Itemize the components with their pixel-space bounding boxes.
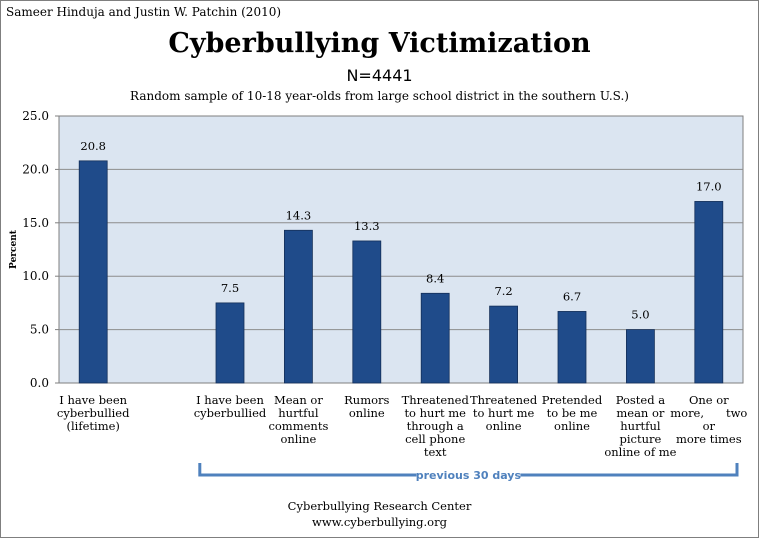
bar	[215, 302, 245, 384]
category-label: I have been	[196, 393, 264, 407]
category-label: hurtful	[620, 419, 661, 433]
bar	[420, 292, 450, 384]
category-label: online of me	[604, 445, 676, 459]
y-axis-label: Percent	[9, 229, 19, 269]
y-tick-label: 0.0	[30, 376, 49, 390]
category-label: more times	[676, 432, 742, 446]
bar	[283, 229, 313, 384]
category-label: Pretended	[542, 393, 603, 407]
value-label: 7.2	[494, 284, 512, 298]
y-tick-label: 15.0	[22, 216, 49, 230]
category-label: online	[554, 419, 590, 433]
bar	[626, 329, 655, 384]
category-label: cyberbullied	[57, 406, 130, 420]
value-label: 20.8	[80, 139, 106, 153]
category-label: Rumors	[344, 393, 389, 407]
category-label: through a	[407, 419, 464, 433]
category-label: Posted a	[616, 393, 666, 407]
bar	[352, 240, 382, 384]
category-label: (lifetime)	[66, 419, 119, 433]
category-label: Threatened	[470, 393, 538, 407]
y-tick-label: 10.0	[22, 269, 49, 283]
category-label: online	[486, 419, 522, 433]
category-label: picture	[619, 432, 661, 446]
y-tick-label: 25.0	[22, 109, 49, 123]
y-tick-label: 20.0	[22, 162, 49, 176]
bar	[557, 311, 587, 384]
bar	[694, 201, 724, 384]
category-label: to hurt me	[473, 406, 535, 420]
value-label: 7.5	[221, 281, 239, 295]
footer-org: Cyberbullying Research Center	[287, 499, 472, 513]
footer-url: www.cyberbullying.org	[312, 515, 447, 529]
category-label: to be me	[547, 406, 598, 420]
category-label: cell phone	[405, 432, 465, 446]
category-label: Threatened	[402, 393, 470, 407]
value-label: 17.0	[696, 179, 722, 193]
category-label: more, two	[670, 406, 747, 420]
y-tick-label: 5.0	[30, 323, 49, 337]
value-label: 6.7	[563, 289, 581, 303]
credit-line: Sameer Hinduja and Justin W. Patchin (20…	[6, 5, 282, 19]
category-label: online	[280, 432, 316, 446]
category-label: Mean or	[274, 393, 323, 407]
category-label: comments	[268, 419, 328, 433]
category-label: mean or	[616, 406, 665, 420]
bar	[489, 305, 519, 384]
category-label: cyberbullied	[194, 406, 267, 420]
category-label: text	[424, 445, 447, 459]
category-label: or	[703, 419, 716, 433]
category-label: to hurt me	[404, 406, 466, 420]
chart-title: Cyberbullying Victimization	[168, 28, 591, 59]
bar	[78, 160, 108, 384]
category-label: I have been	[59, 393, 127, 407]
value-label: 13.3	[354, 219, 380, 233]
category-label: One or	[689, 393, 729, 407]
bracket-label: previous 30 days	[416, 469, 522, 482]
bracket-label-bg	[416, 466, 521, 482]
category-label: online	[349, 406, 385, 420]
value-label: 14.3	[286, 208, 312, 222]
chart-subtitle: Random sample of 10-18 year-olds from la…	[130, 89, 629, 103]
category-label: hurtful	[278, 406, 319, 420]
value-label: 5.0	[631, 308, 649, 322]
sample-size: N=4441	[346, 66, 413, 85]
value-label: 8.4	[426, 271, 444, 285]
